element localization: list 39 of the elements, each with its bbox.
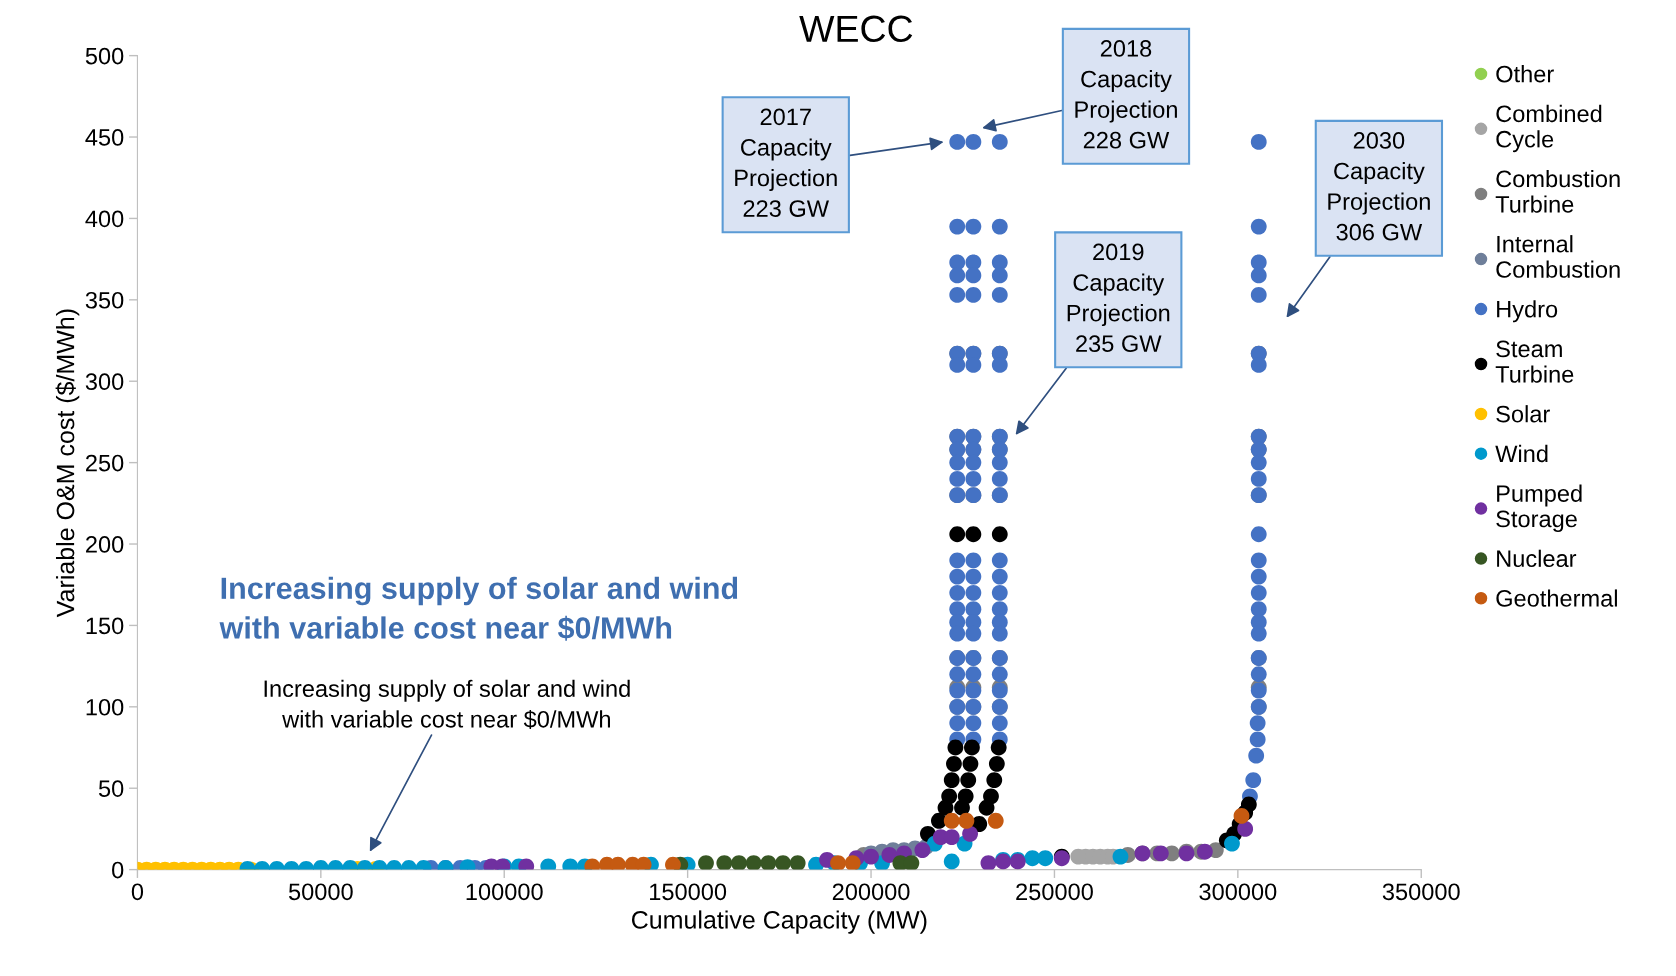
legend-label: Nuclear — [1497, 549, 1577, 568]
x-axis-title: Cumulative Capacity (MW) — [631, 910, 927, 934]
annotation: Increasing supply of solar and wind with variable cost near $0/MWh — [264, 679, 630, 730]
legend-label: Wind — [1495, 444, 1548, 463]
legend-label: Combustion Turbine — [1495, 169, 1620, 213]
legend-label: Solar — [1496, 405, 1550, 423]
y-tick-label: 250 — [86, 454, 124, 472]
legend-label: Hydro — [1497, 300, 1558, 323]
y-tick-label: 450 — [85, 129, 124, 146]
annotation: 2030 Capacity Projection 306 GW — [1328, 132, 1430, 241]
annotation: Increasing supply of solar and wind with variable cost near $0/MWh — [219, 576, 738, 641]
y-tick-label: 400 — [85, 210, 124, 228]
y-tick-label: 150 — [86, 617, 124, 635]
x-tick-label: 50000 — [288, 883, 353, 901]
legend-label: Internal Combustion — [1496, 235, 1620, 278]
legend-label: Geothermal — [1496, 589, 1617, 607]
y-tick-label: 300 — [85, 373, 124, 391]
y-tick-label: 350 — [85, 291, 124, 309]
y-tick-label: 200 — [86, 536, 124, 553]
y-axis-title: Variable O&M cost ($/MWh) — [55, 309, 80, 618]
legend-label: Pumped Storage — [1496, 484, 1582, 532]
legend-label: Combined Cycle — [1496, 104, 1602, 153]
x-tick-label: 0 — [131, 883, 144, 901]
x-tick-label: 300000 — [1199, 883, 1277, 901]
x-tick-label: 350000 — [1382, 883, 1460, 901]
x-tick-label: 100000 — [466, 883, 543, 901]
chart-title: WECC — [799, 15, 913, 43]
y-tick-label: 0 — [112, 861, 124, 879]
x-tick-label: 200000 — [832, 883, 910, 901]
annotation: 2017 Capacity Projection 223 GW — [735, 108, 837, 217]
annotation: 2018 Capacity Projection 228 GW — [1075, 40, 1177, 149]
x-tick-label: 150000 — [650, 883, 727, 901]
legend-label: Steam Turbine — [1495, 340, 1574, 383]
y-tick-label: 50 — [98, 780, 124, 798]
legend-label: Other — [1496, 65, 1554, 83]
annotation: 2019 Capacity Projection 235 GW — [1067, 243, 1170, 353]
y-tick-label: 100 — [86, 698, 124, 716]
y-tick-label: 500 — [85, 47, 124, 65]
x-tick-label: 250000 — [1016, 883, 1093, 901]
